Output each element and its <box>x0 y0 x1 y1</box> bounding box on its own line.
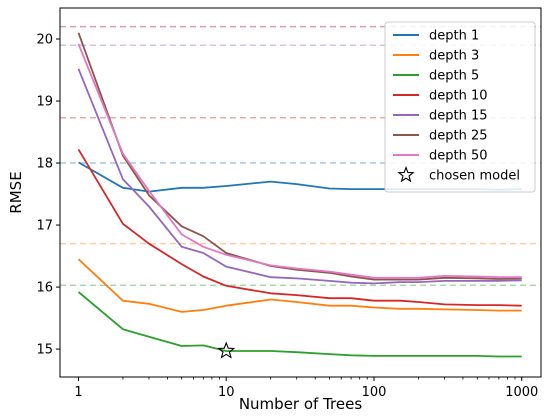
series-line-depth-10 <box>77 148 522 307</box>
series-line-depth-5 <box>77 291 522 358</box>
legend-entry: depth 15 <box>429 109 488 124</box>
legend-entry: depth 1 <box>429 29 479 44</box>
legend-entry: depth 25 <box>429 129 488 144</box>
y-tick-label: 20 <box>36 33 53 48</box>
legend-entry: chosen model <box>429 169 520 184</box>
legend-star-icon <box>397 165 415 183</box>
x-tick-label: 100 <box>362 385 387 400</box>
y-tick-label: 16 <box>36 281 53 296</box>
y-tick-label: 17 <box>36 219 53 234</box>
baselines-group <box>60 25 541 286</box>
legend-entry: depth 10 <box>429 89 488 104</box>
series-lines-group <box>77 32 522 358</box>
chosen-model-star <box>217 341 236 359</box>
series-line-depth-3 <box>77 258 522 313</box>
series-line-depth-50 <box>77 43 522 279</box>
legend-box <box>384 21 536 193</box>
y-axis-ticks: 15 16 17 18 19 20 <box>36 33 60 358</box>
y-tick-label: 15 <box>36 343 53 358</box>
plot-frame <box>59 7 542 378</box>
x-axis-label: Number of Trees <box>239 395 363 413</box>
y-tick-label: 19 <box>36 95 53 110</box>
y-axis-label: RMSE <box>7 171 25 213</box>
x-tick-label: 10 <box>218 385 235 400</box>
series-line-depth-15 <box>77 68 522 285</box>
legend-entry: depth 5 <box>429 69 479 84</box>
chosen-model-marker-group <box>217 341 236 359</box>
x-tick-label: 1 <box>74 385 82 400</box>
legend: depth 1 depth 3 depth 5 depth 10 depth 15 dep… <box>384 21 536 193</box>
x-axis-ticks: 1 10 100 1000 <box>74 377 538 400</box>
legend-entry: depth 3 <box>429 49 479 64</box>
x-tick-label: 1000 <box>505 385 538 400</box>
series-line-depth-25 <box>77 32 522 281</box>
legend-entry: depth 50 <box>429 149 488 164</box>
y-tick-label: 18 <box>36 157 53 172</box>
